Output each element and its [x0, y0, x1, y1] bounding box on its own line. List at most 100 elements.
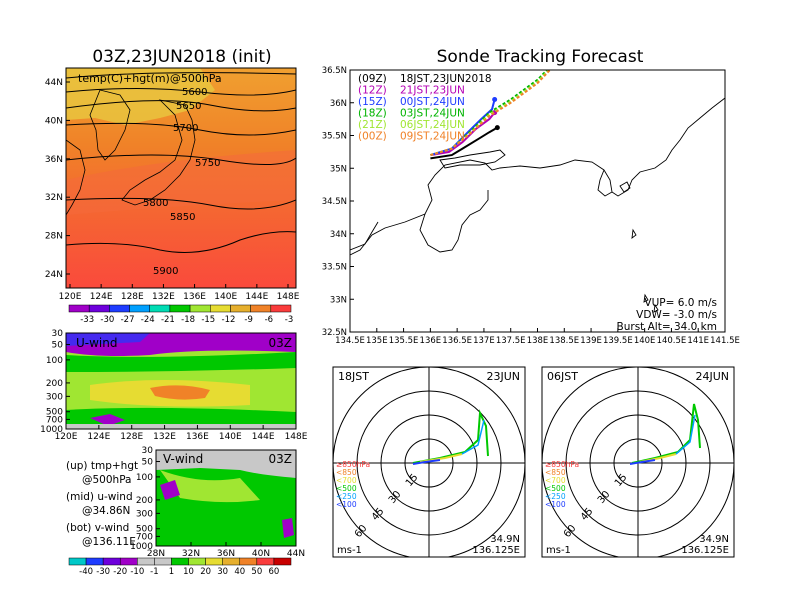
track-y-tick-label: 35.5N: [322, 132, 347, 142]
u-wind-blue-band: [66, 333, 150, 346]
track-line: [430, 70, 552, 157]
temperature-colorbar: -33 -30 -27 -24 -21 -18 -15 -12 -9 -6 -3: [68, 304, 293, 325]
track-y-tick-label: 34N: [330, 230, 347, 240]
map-x-tick-label: 140E: [214, 292, 237, 302]
hodo1-lat: 34.9N: [490, 534, 520, 545]
temp-colorbar-swatch: [169, 304, 191, 313]
temp-colorbar-swatch: [88, 304, 110, 313]
wind-x-tick-label: 148E: [285, 432, 308, 442]
wind-colorbar-label: 50: [251, 567, 262, 577]
coast-small-islands: [631, 228, 659, 313]
hodo-pressure-label: <100: [545, 500, 566, 509]
wind-x-tick-label: 28N: [147, 549, 165, 559]
temp-colorbar-label: -33: [80, 315, 94, 325]
track-x-tick-label: 136E: [420, 336, 442, 346]
legend-code: (18Z): [358, 108, 387, 120]
contour-label-5850: 5850: [170, 212, 195, 223]
hodo-pressure-label: <250: [336, 492, 357, 501]
temp-colorbar-label: -24: [141, 315, 155, 325]
wind-y-tick-label: 1000: [40, 425, 63, 435]
coast-kii: [419, 190, 489, 253]
track-x-tick-label: 136.5E: [442, 336, 472, 346]
wind-x-tick-label: 136E: [186, 432, 209, 442]
hodo1-date: 23JUN: [486, 370, 520, 383]
hodo-pressure-label: <500: [336, 484, 357, 493]
temp-colorbar-label: -15: [201, 315, 215, 325]
coastline-japan: [121, 99, 196, 206]
wind-x-tick-label: 128E: [120, 432, 143, 442]
map-y-tick-label: 24N: [45, 270, 63, 280]
legend-text: 03JST,24JUN: [400, 108, 465, 120]
track-x-tick-label: 138E: [527, 336, 549, 346]
height-contours: [66, 72, 296, 253]
coast-lake-biwa: [439, 149, 506, 169]
map-x-tick-label: 132E: [152, 292, 175, 302]
contour-label-5600: 5600: [182, 87, 207, 98]
temp-colorbar-label: -3: [285, 315, 293, 325]
legend-code: (21Z): [358, 119, 387, 131]
temperature-height-map: 5600 5650 5700 5750 5800 5850 5900 temp(…: [45, 67, 300, 302]
contour-label-5650: 5650: [176, 101, 201, 112]
track-x-tick-label: 137E: [473, 336, 495, 346]
track-line: [430, 111, 496, 157]
wind-colorbar-swatch: [222, 557, 241, 566]
wind-x-tick-label: 120E: [55, 432, 78, 442]
hodo-pressure-label: <700: [336, 476, 357, 485]
temp-colorbar-label: -21: [161, 315, 175, 325]
u-wind-orange: [150, 385, 210, 400]
temp-colorbar-swatch: [109, 304, 130, 313]
track-line: [430, 99, 496, 157]
temp-colorbar-label: -9: [244, 315, 252, 325]
coastline-china: [66, 139, 86, 216]
track-legend: (09Z) 18JST,23JUN2018 (12Z) 21JST,23JUN (15Z…: [358, 73, 492, 143]
wind-colorbar-label: -10: [130, 567, 144, 577]
map-y-tick-label: 28N: [45, 232, 63, 242]
wind-colorbar-swatch: [239, 557, 258, 566]
v-wind-time: 03Z: [269, 452, 293, 466]
hodo-pressure-label: <850: [336, 468, 357, 477]
hodo2-trace-cyan: [675, 414, 696, 455]
legend-code: (09Z): [358, 73, 387, 85]
wind-y-tick-label: 1000: [130, 542, 153, 552]
track-lines: [430, 70, 552, 160]
wind-x-tick-label: 36N: [217, 549, 235, 559]
map-x-tick-label: 120E: [59, 292, 82, 302]
temp-colorbar-swatch: [270, 304, 292, 313]
track-y-tick-label: 33.5N: [322, 263, 347, 273]
hodo2-pressure-legend: ≥850hPa<850<700<500<250<100: [545, 460, 579, 509]
contour-label-5700: 5700: [173, 123, 198, 134]
hodo2-unit: ms-1: [546, 545, 571, 556]
wind-colorbar-label: -30: [96, 567, 110, 577]
track-x-tick-label: 134.5E: [335, 336, 365, 346]
v-wind-light: [160, 470, 260, 503]
tracking-map-background: [350, 70, 725, 332]
legend-code: (15Z): [358, 96, 387, 108]
u-wind-time: 03Z: [269, 336, 293, 350]
wind-y-tick-label: 30: [52, 329, 64, 339]
legend-code: (00Z): [358, 131, 387, 143]
param-vup: VUP= 6.0 m/s: [644, 297, 717, 309]
temp-colorbar-swatch: [149, 304, 171, 313]
temp-colorbar-swatch: [210, 304, 231, 313]
wind-colorbar: -40 -30 -20 -10 -1 1 10 20 30 40 50 60: [68, 557, 292, 577]
u-wind-green: [66, 352, 296, 372]
track-x-tick-label: 139.5E: [603, 336, 633, 346]
wind-y-tick-label: 700: [136, 532, 153, 542]
param-vdw: VDW= -3.0 m/s: [636, 309, 717, 321]
map-y-tick-label: 36N: [45, 155, 63, 165]
u-wind-frame: [65, 332, 297, 430]
wind-colorbar-label: 40: [234, 567, 245, 577]
u-wind-low-green: [66, 407, 296, 429]
map-x-tick-label: 124E: [90, 292, 113, 302]
map-frame: [65, 67, 297, 289]
v-wind-gray: [156, 450, 296, 478]
wind-colorbar-swatch: [119, 557, 138, 566]
wind-x-tick-label: 40N: [252, 549, 270, 559]
track-x-tick-label: 137.5E: [496, 336, 526, 346]
v-wind-label: V-wind: [163, 452, 203, 466]
wind-y-tick-label: 200: [46, 379, 63, 389]
wind-colorbar-swatch: [154, 557, 172, 566]
wind-y-tick-label: 50: [142, 458, 154, 468]
